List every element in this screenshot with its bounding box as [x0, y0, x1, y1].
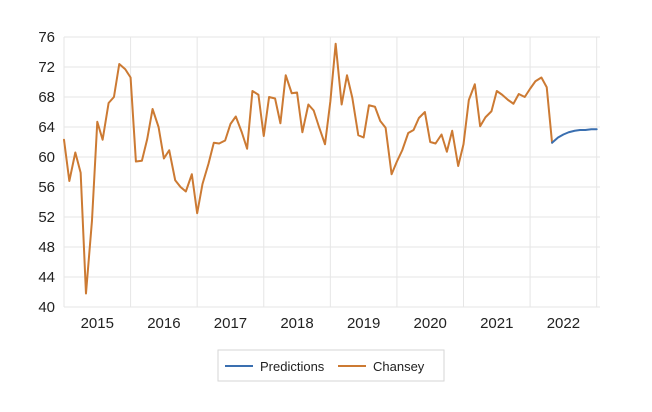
x-tick-label: 2019 [347, 315, 380, 332]
series-line-chansey [63, 42, 554, 295]
y-tick-label: 60 [38, 149, 55, 166]
axes: 40 44 48 52 56 60 64 68 72 76 2015 2016 2017 2018 2019… [38, 29, 580, 332]
x-tick-label: 2022 [547, 315, 580, 332]
y-tick-label: 52 [38, 209, 55, 226]
x-tick-label: 2021 [480, 315, 513, 332]
y-tick-label: 68 [38, 89, 55, 106]
y-tick-label: 48 [38, 239, 55, 256]
x-tick-label: 2015 [81, 315, 114, 332]
x-tick-label: 2018 [280, 315, 313, 332]
legend-box [217, 349, 445, 382]
y-tick-label: 64 [38, 119, 55, 136]
series-line-predictions [551, 128, 598, 144]
x-tick-label: 2020 [414, 315, 447, 332]
y-tick-label: 40 [38, 299, 55, 316]
x-tick-label: 2016 [147, 315, 180, 332]
legend-label-chansey: Chansey [373, 359, 425, 374]
y-tick-label: 76 [38, 29, 55, 46]
legend: Predictions Chansey [217, 349, 445, 382]
y-tick-label: 72 [38, 59, 55, 76]
x-tick-label: 2017 [214, 315, 247, 332]
y-tick-label: 44 [38, 269, 55, 286]
y-tick-label: 56 [38, 179, 55, 196]
series-lines [63, 42, 598, 295]
legend-label-predictions: Predictions [260, 359, 325, 374]
